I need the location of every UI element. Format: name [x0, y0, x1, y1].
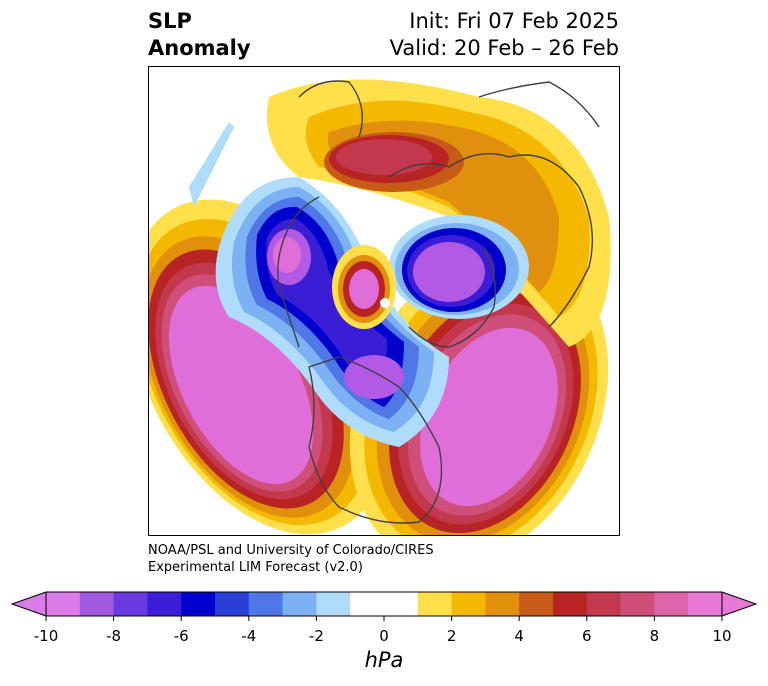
colorbar-tick-label: -4	[241, 627, 257, 645]
colorbar-tick-label: -6	[173, 627, 189, 645]
colorbar-under-arrow	[12, 592, 46, 616]
siberia-low-anomaly	[389, 215, 529, 319]
colorbar	[10, 591, 758, 621]
slp-anomaly-map	[149, 79, 611, 535]
contour-neg-10	[273, 237, 301, 273]
colorbar-tick-label: 4	[514, 627, 524, 645]
contour-neg-10	[413, 242, 485, 302]
arctic-high-anomaly	[332, 245, 396, 329]
contour-pos-7	[336, 139, 432, 175]
colorbar-segment	[350, 592, 385, 616]
colorbar-ticks	[45, 616, 723, 621]
colorbar-units: hPa	[364, 648, 404, 672]
colorbar-tick-label: 0	[379, 627, 389, 645]
colorbar-segment	[282, 592, 317, 616]
map-title: SLP Anomaly	[148, 8, 251, 62]
colorbar-segment	[485, 592, 520, 616]
init-date: Init: Fri 07 Feb 2025	[409, 9, 619, 33]
forecast-dates: Init: Fri 07 Feb 2025 Valid: 20 Feb – 26…	[390, 8, 619, 62]
colorbar-segment	[79, 592, 115, 616]
contour-neg-8	[344, 355, 404, 399]
colorbar-segment	[248, 592, 284, 616]
title-line-anomaly: Anomaly	[148, 36, 251, 60]
north-pacific-low-patch	[189, 122, 234, 207]
pacific-high-anomaly	[149, 199, 390, 535]
colorbar-segment	[181, 592, 216, 616]
colorbar-segment	[519, 592, 554, 616]
colorbar-tick-label: 8	[649, 627, 660, 645]
coastlines	[277, 80, 600, 524]
colorbar-segment	[451, 592, 486, 616]
data-credit: NOAA/PSL and University of Colorado/CIRE…	[148, 542, 434, 576]
colorbar-segment	[384, 592, 419, 616]
colorbar-segment	[46, 592, 81, 616]
colorbar-segment	[215, 592, 250, 616]
contour-pos-10	[349, 269, 379, 309]
colorbar-segment	[147, 592, 182, 616]
colorbar-segment	[113, 592, 148, 616]
contour-pos-10	[420, 327, 558, 507]
colorbar-tick-label: 6	[582, 627, 592, 645]
colorbar-tick-label: 10	[712, 627, 732, 645]
title-line-slp: SLP	[148, 9, 192, 33]
colorbar-over-arrow	[722, 592, 756, 616]
colorbar-tick-label: -2	[308, 627, 324, 645]
colorbar-segment	[417, 592, 453, 616]
colorbar-tick-label: -10	[33, 627, 59, 645]
credit-line-2: Experimental LIM Forecast (v2.0)	[148, 560, 363, 575]
colorbar-segment	[654, 592, 689, 616]
pole-marker	[380, 298, 390, 308]
colorbar-tick-label: -8	[106, 627, 122, 645]
colorbar-segment	[316, 592, 351, 616]
colorbar-tick-label: 2	[446, 627, 457, 645]
valid-range: Valid: 20 Feb – 26 Feb	[389, 36, 619, 60]
colorbar-segment	[688, 592, 723, 616]
map-panel	[148, 66, 620, 536]
colorbar-segment	[620, 592, 655, 616]
colorbar-segment	[586, 592, 622, 616]
colorbar-segment	[553, 592, 588, 616]
colorbar-segments	[46, 592, 723, 616]
atlantic-high-anomaly	[349, 249, 609, 535]
credit-line-1: NOAA/PSL and University of Colorado/CIRE…	[148, 543, 434, 558]
